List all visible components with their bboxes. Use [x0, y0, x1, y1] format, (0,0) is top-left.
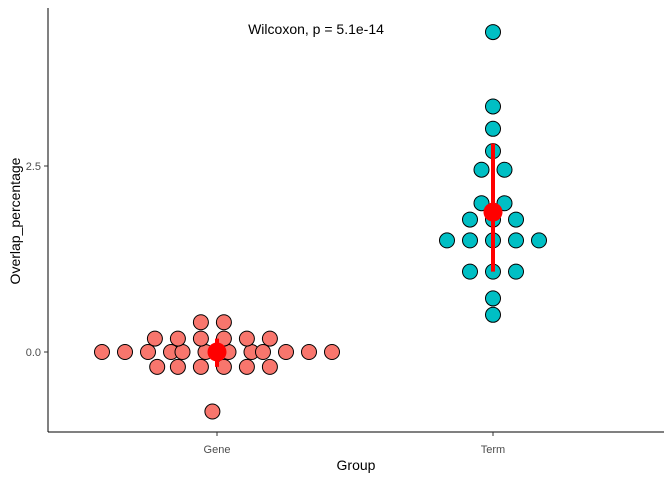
data-point [117, 344, 133, 360]
data-point [496, 161, 513, 178]
x-tick-label: Term [481, 444, 505, 456]
data-point [473, 161, 490, 178]
data-point [462, 263, 478, 280]
y-tick-label: 0.0 [26, 347, 41, 359]
data-point [485, 98, 501, 115]
x-tick-label: Gene [204, 444, 231, 456]
summary-markers [207, 143, 503, 367]
data-point [146, 330, 163, 347]
data-point [508, 263, 524, 280]
y-tick-label: 2.5 [26, 161, 41, 173]
y-ticks: 0.0 2.5 [26, 161, 48, 359]
data-point [261, 358, 278, 375]
data-point [508, 211, 524, 228]
data-point [485, 306, 501, 323]
data-point [439, 232, 455, 249]
data-point [169, 358, 186, 375]
data-point [192, 314, 209, 331]
x-axis-title: Group [337, 457, 376, 473]
data-point [485, 24, 501, 41]
axes [47, 8, 664, 433]
data-point [238, 358, 255, 375]
data-point [174, 344, 191, 360]
data-point [485, 120, 501, 137]
stat-annotation: Wilcoxon, p = 5.1e-14 [248, 21, 384, 37]
y-axis-title: Overlap_percentage [7, 157, 23, 284]
data-point [462, 232, 478, 249]
data-point [94, 344, 110, 360]
data-point [462, 211, 478, 228]
data-point [169, 330, 186, 347]
data-point [192, 358, 209, 375]
mean-point [483, 202, 503, 222]
data-point [278, 344, 294, 360]
mean-point [207, 342, 227, 362]
data-point [238, 330, 255, 347]
data-point [149, 358, 166, 375]
data-point [192, 330, 209, 347]
data-point [508, 232, 524, 249]
data-point [255, 344, 271, 360]
data-point [301, 344, 317, 360]
data-points [94, 24, 547, 420]
data-point [324, 344, 340, 360]
data-point [485, 290, 501, 307]
x-ticks: Gene Term [204, 432, 505, 456]
data-point [531, 232, 547, 249]
data-point [140, 344, 156, 360]
data-point [215, 314, 232, 331]
data-point [261, 330, 278, 347]
data-point [204, 403, 221, 420]
